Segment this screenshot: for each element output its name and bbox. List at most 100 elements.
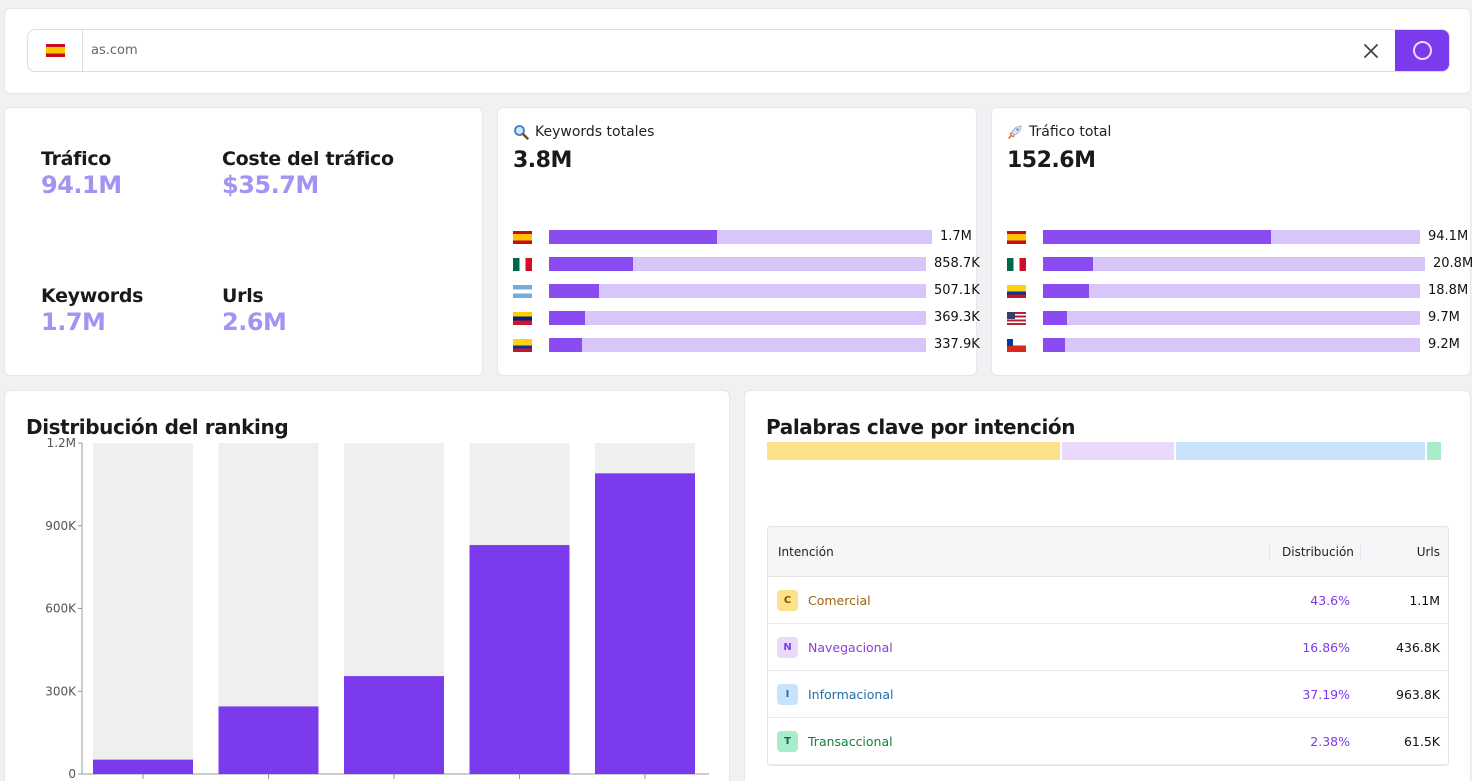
domain-search-input[interactable] [91,30,1351,71]
keywords-bar-track [549,284,926,298]
keywords-bar-fill [549,230,717,244]
intent-name: Navegacional [808,640,893,655]
intent-distribution: 16.86% [1302,640,1350,655]
ranking-bar[interactable] [93,759,193,774]
traffic-country-value: 18.8M [1428,283,1469,298]
intent-distribution: 37.19% [1302,687,1350,702]
intent-title: Palabras clave por intención [766,415,1076,439]
keywords-country-row: 858.7K [513,256,980,271]
ranking-bar[interactable] [218,706,319,774]
keywords-country-value: 858.7K [934,256,980,271]
keywords-total-header: Keywords totales [513,124,654,140]
y-tick-label: 1.2M [47,436,76,450]
ranking-chart: 1.2M 900K 600K 300K 0 [45,436,709,781]
flag-mx-icon [513,258,532,271]
intent-row-informacional[interactable]: I Informacional 37.19% 963.8K [768,671,1448,718]
rocket-icon [1008,125,1022,139]
traffic-country-row: 9.7M [1007,310,1460,325]
column-urls[interactable]: Urls [1416,545,1440,559]
column-divider [1269,543,1270,561]
clear-search-button[interactable] [1358,38,1384,64]
intent-card: Palabras clave por intención Intención D… [744,390,1471,781]
flag-ve-icon [513,312,532,325]
keywords-bar-track [549,338,926,352]
keywords-metric: Keywords 1.7M [41,285,143,336]
intent-segment-transaccional[interactable] [1427,442,1441,460]
ranking-bar[interactable] [595,473,695,774]
keywords-country-row: 507.1K [513,283,980,298]
keywords-country-value: 369.3K [934,310,980,325]
y-tick-label: 0 [68,767,76,781]
close-icon [1364,44,1378,58]
traffic-label: Tráfico [41,148,112,170]
traffic-country-row: 20.8M [1007,256,1472,271]
flag-co-icon [1007,285,1026,298]
intent-name: Transaccional [808,734,893,749]
country-selector[interactable] [28,30,83,71]
traffic-bar-track [1043,230,1420,244]
keywords-total-value: 3.8M [513,148,572,173]
flag-cl-icon [1007,339,1026,352]
intent-segment-navegacional[interactable] [1062,442,1174,460]
traffic-bar-track [1043,284,1420,298]
keywords-bar-fill [549,311,585,325]
traffic-country-value: 94.1M [1428,229,1469,244]
intent-name: Comercial [808,593,871,608]
keywords-country-row: 1.7M [513,229,972,244]
traffic-total-header: Tráfico total [1007,124,1111,140]
traffic-country-value: 20.8M [1433,256,1472,271]
intent-stacked-bar [767,442,1443,460]
keywords-value: 1.7M [41,308,106,336]
column-intent[interactable]: Intención [778,545,834,559]
keywords-total-title: Keywords totales [535,124,655,140]
search-submit-button[interactable] [1395,30,1449,71]
intent-urls: 963.8K [1396,687,1440,702]
traffic-cost-metric: Coste del tráfico $35.7M [222,148,394,199]
ranking-bar[interactable] [469,545,570,774]
traffic-bar-fill [1043,284,1089,298]
ranking-title: Distribución del ranking [26,415,289,439]
column-distribution[interactable]: Distribución [1282,545,1354,559]
flag-ar-icon [513,285,532,298]
keywords-total-card: Keywords totales 3.8M 1.7M 858.7K 507.1K 36… [497,107,980,376]
intent-urls: 1.1M [1409,593,1440,608]
intent-urls: 436.8K [1396,640,1440,655]
intent-segment-comercial[interactable] [767,442,1060,460]
urls-value: 2.6M [222,308,287,336]
y-tick-label: 300K [45,684,77,698]
column-divider [1360,543,1361,561]
intent-name: Informacional [808,687,894,702]
traffic-country-row: 94.1M [1007,229,1468,244]
traffic-total-value: 152.6M [1007,148,1096,173]
traffic-bar-track [1043,257,1425,271]
keywords-bar-fill [549,257,633,271]
keywords-bar-track [549,230,932,244]
search-box [27,29,1450,72]
intent-row-navegacional[interactable]: N Navegacional 16.86% 436.8K [768,624,1448,671]
traffic-cost-label: Coste del tráfico [222,148,394,170]
keywords-bar-track [549,311,926,325]
keywords-country-value: 337.9K [934,337,980,352]
flag-mx-icon [1007,258,1026,271]
intent-row-comercial[interactable]: C Comercial 43.6% 1.1M [768,577,1448,624]
traffic-country-value: 9.7M [1428,310,1460,325]
traffic-total-card: Tráfico total 152.6M 94.1M 20.8M 18.8M 9.7M… [991,107,1472,376]
keywords-label: Keywords [41,285,144,307]
magnifier-icon [514,125,529,140]
traffic-country-value: 9.2M [1428,337,1460,352]
traffic-bar-fill [1043,230,1271,244]
urls-metric: Urls 2.6M [222,285,287,336]
ranking-bar[interactable] [344,676,444,774]
traffic-cost-value: $35.7M [222,171,319,199]
spinner-icon [1412,41,1432,60]
keywords-country-row: 337.9K [513,337,980,352]
traffic-country-row: 18.8M [1007,283,1468,298]
intent-segment-informacional[interactable] [1176,442,1425,460]
keywords-country-value: 507.1K [934,283,980,298]
intent-urls: 61.5K [1403,734,1440,749]
keywords-country-value: 1.7M [940,229,972,244]
intent-distribution: 43.6% [1310,593,1350,608]
y-tick-label: 600K [45,602,77,616]
intent-row-transaccional[interactable]: T Transaccional 2.38% 61.5K [768,718,1448,765]
y-tick-label: 900K [45,519,77,533]
